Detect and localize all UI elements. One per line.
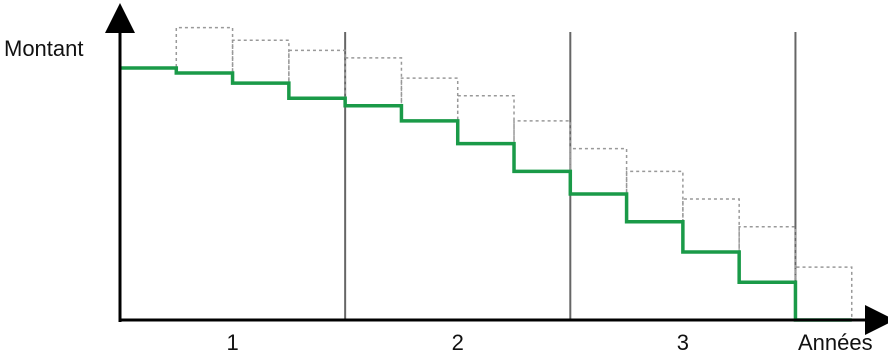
dashed-step-box bbox=[175, 26, 234, 74]
x-tick-label: 3 bbox=[677, 330, 689, 353]
dashed-step-box bbox=[231, 39, 290, 84]
dashed-step-box bbox=[513, 120, 572, 172]
dashed-step-box bbox=[794, 266, 853, 320]
y-axis-label: Montant bbox=[4, 36, 84, 61]
dashed-step-box bbox=[569, 147, 628, 194]
dashed-series bbox=[175, 26, 853, 320]
solid-step-line bbox=[120, 66, 852, 322]
x-axis-label: Années bbox=[798, 330, 873, 353]
dashed-step-box bbox=[344, 57, 403, 106]
solid-series bbox=[120, 66, 852, 322]
dashed-step-box bbox=[682, 198, 740, 252]
dashed-step-box bbox=[625, 170, 684, 222]
dashed-step-box bbox=[738, 226, 797, 283]
dashed-step-box bbox=[288, 49, 346, 99]
x-tick-label: 2 bbox=[452, 330, 464, 353]
x-tick-label: 1 bbox=[226, 330, 238, 353]
dashed-step-box bbox=[400, 77, 459, 121]
dashed-step-box bbox=[456, 94, 515, 144]
x-tick-labels: 1 2 3 bbox=[226, 330, 689, 353]
